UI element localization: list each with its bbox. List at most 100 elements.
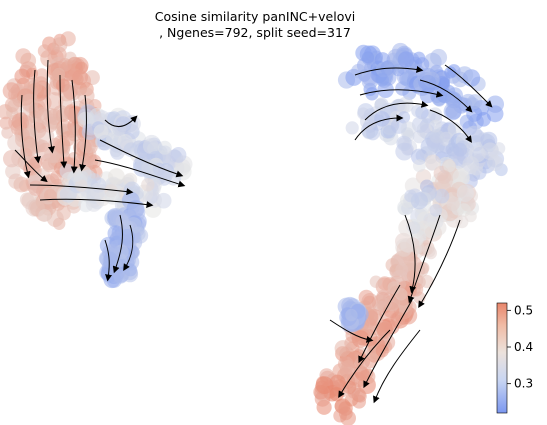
cell-point xyxy=(411,104,424,118)
cell-point xyxy=(378,297,392,312)
colorbar-ticks: 0.3 0.4 0.5 xyxy=(507,303,533,391)
colorbar-bar xyxy=(496,302,508,414)
cell-point xyxy=(369,275,383,288)
velocity-streamline xyxy=(79,94,87,172)
velocity-streamline xyxy=(429,109,472,143)
cell-point xyxy=(52,37,68,53)
cell-point xyxy=(104,189,121,205)
velocity-streamline xyxy=(418,219,461,309)
cell-point xyxy=(34,68,49,83)
cell-point xyxy=(375,344,389,358)
cell-point xyxy=(397,100,410,114)
velocity-streamline xyxy=(359,89,444,98)
velocity-streamline xyxy=(14,149,48,183)
colorbar-tick-label: 0.4 xyxy=(514,340,533,354)
cell-point xyxy=(397,199,414,216)
cell-point xyxy=(7,134,25,152)
cell-point xyxy=(374,111,390,127)
cell-point xyxy=(361,52,374,65)
cell-point xyxy=(7,99,23,114)
cell-point xyxy=(358,289,374,306)
cell-point xyxy=(93,124,109,139)
cell-point xyxy=(434,188,450,204)
cell-point xyxy=(351,330,370,348)
cell-point xyxy=(353,389,367,403)
cell-point xyxy=(365,87,379,101)
cell-point xyxy=(112,121,127,136)
cell-point xyxy=(446,197,460,211)
cell-point xyxy=(444,66,457,79)
velocity-streamline xyxy=(329,319,374,343)
cell-point xyxy=(59,185,77,203)
cell-point xyxy=(338,406,353,421)
cell-point xyxy=(79,136,97,154)
velocity-streamline xyxy=(404,214,417,294)
velocity-streamlines xyxy=(14,59,493,404)
cell-point xyxy=(38,128,55,145)
cell-point xyxy=(55,140,69,154)
cell-point xyxy=(431,90,447,106)
velocity-streamline xyxy=(373,329,421,404)
cell-point xyxy=(429,129,444,144)
cell-point xyxy=(27,79,43,95)
cell-point xyxy=(467,94,483,110)
cell-point xyxy=(452,168,470,186)
cell-point xyxy=(46,210,64,227)
cell-point xyxy=(1,126,14,139)
cell-point xyxy=(413,159,426,173)
cell-point xyxy=(443,102,462,121)
cell-point xyxy=(329,387,344,402)
cell-point xyxy=(37,44,52,58)
cell-point xyxy=(374,97,389,112)
velocity-streamline xyxy=(112,214,123,274)
cell-point xyxy=(354,366,370,381)
velocity-streamline xyxy=(123,224,134,271)
cell-point xyxy=(464,210,477,223)
cell-point xyxy=(456,66,474,84)
velocity-streamline xyxy=(364,100,429,121)
cell-point xyxy=(486,95,504,113)
cell-point xyxy=(453,142,468,157)
velocity-streamline xyxy=(94,159,186,188)
cell-point xyxy=(105,131,122,148)
velocity-streamline xyxy=(338,329,391,399)
velocity-streamline xyxy=(444,64,493,108)
colorbar-tick-label: 0.5 xyxy=(514,303,533,317)
velocity-streamline xyxy=(39,198,154,209)
velocity-streamline xyxy=(363,299,413,389)
cell-point xyxy=(77,87,95,105)
cell-point xyxy=(22,138,39,156)
cell-point xyxy=(170,147,187,163)
cell-point xyxy=(334,340,352,357)
cell-point xyxy=(146,192,162,208)
velocity-streamline xyxy=(358,284,401,364)
cell-point xyxy=(108,168,125,185)
cell-point xyxy=(121,191,140,210)
cell-point xyxy=(74,179,88,192)
cell-point xyxy=(345,121,359,135)
cell-point xyxy=(99,250,117,268)
cell-point xyxy=(456,184,474,202)
cell-point xyxy=(397,51,415,68)
velocity-streamline xyxy=(33,69,42,164)
cell-point xyxy=(424,154,441,171)
cell-point xyxy=(471,129,485,143)
cell-point xyxy=(411,116,429,133)
cell-point xyxy=(338,356,354,372)
cell-point xyxy=(400,121,416,137)
velocity-streamline xyxy=(104,239,112,282)
velocity-streamline xyxy=(59,74,68,169)
cell-point xyxy=(69,168,84,183)
cell-point xyxy=(404,189,418,203)
cell-point xyxy=(142,138,159,154)
cell-point xyxy=(8,173,24,189)
cell-point xyxy=(0,116,13,130)
cell-point xyxy=(44,188,57,202)
cell-point xyxy=(109,264,122,277)
velocity-streamline xyxy=(104,115,138,127)
chart-title-line1: Cosine similarity panINC+velovi xyxy=(154,9,356,24)
cell-point xyxy=(476,112,491,127)
cell-point xyxy=(423,221,441,239)
cell-point xyxy=(90,182,107,199)
